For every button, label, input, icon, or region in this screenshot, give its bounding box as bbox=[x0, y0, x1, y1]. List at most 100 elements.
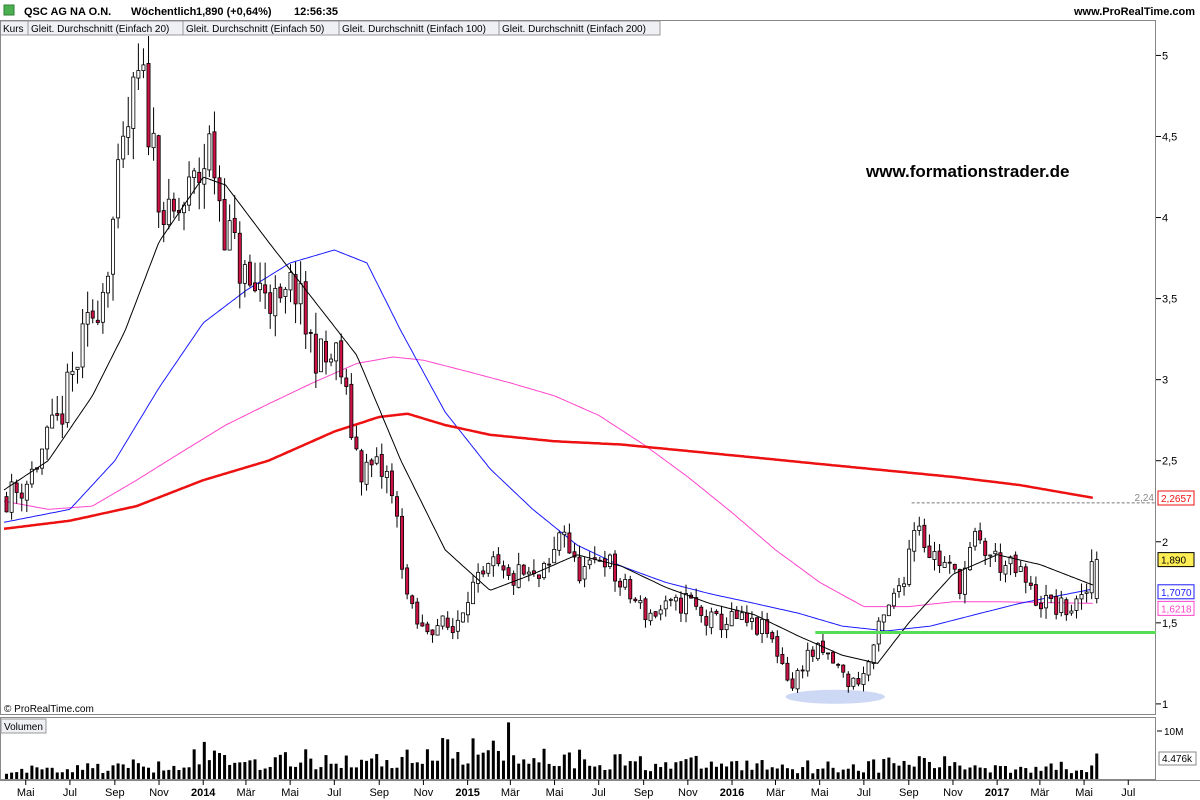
volume-bar bbox=[785, 768, 789, 779]
candle-body bbox=[4, 496, 9, 513]
volume-bar bbox=[932, 768, 936, 779]
volume-bar bbox=[613, 754, 617, 779]
volume-bar bbox=[552, 765, 556, 779]
volume-bar bbox=[638, 756, 642, 779]
volume-bar bbox=[385, 760, 389, 779]
legend-ma100[interactable]: Gleit. Durchschnitt (Einfach 100) bbox=[342, 24, 486, 35]
volume-bar bbox=[694, 755, 698, 779]
volume-bar bbox=[344, 755, 348, 779]
candle-body bbox=[501, 565, 506, 571]
candle-body bbox=[374, 456, 379, 464]
interval-label: Wöchentlich bbox=[131, 6, 197, 18]
candle-body bbox=[80, 323, 85, 368]
candle-body bbox=[912, 530, 917, 552]
volume-bar bbox=[892, 763, 896, 779]
volume-bar bbox=[263, 768, 267, 779]
volume-bar bbox=[791, 769, 795, 779]
legend-price[interactable]: Kurs bbox=[3, 24, 24, 35]
volume-bar bbox=[517, 763, 521, 779]
candle-body bbox=[927, 545, 932, 558]
legend-bar: Kurs Gleit. Durchschnitt (Einfach 20) Gl… bbox=[0, 20, 661, 36]
candle-body bbox=[65, 371, 70, 424]
volume-bar bbox=[471, 738, 475, 779]
candle-body bbox=[866, 661, 871, 676]
candle-body bbox=[339, 340, 344, 378]
candle-body bbox=[445, 617, 450, 628]
volume-bar bbox=[258, 769, 262, 779]
candle-body bbox=[131, 76, 136, 129]
y-tick-label: 2 bbox=[1162, 537, 1168, 549]
volume-bar bbox=[1029, 772, 1033, 779]
volume-bar bbox=[101, 772, 105, 779]
candle-body bbox=[95, 319, 100, 323]
legend-ma200[interactable]: Gleit. Durchschnitt (Einfach 200) bbox=[502, 24, 646, 35]
watermark: www.formationstrader.de bbox=[865, 162, 1069, 181]
volume-bar bbox=[136, 763, 140, 779]
candle-body bbox=[9, 481, 14, 513]
candle-body bbox=[410, 595, 415, 605]
volume-bar bbox=[182, 767, 186, 779]
candle-body bbox=[222, 198, 227, 251]
candle-body bbox=[765, 619, 770, 634]
candle-body bbox=[810, 649, 815, 657]
volume-bar bbox=[76, 765, 80, 779]
candle-body bbox=[582, 566, 587, 580]
volume-bar bbox=[882, 759, 886, 779]
volume-bar bbox=[1014, 769, 1018, 779]
volume-bar bbox=[801, 767, 805, 779]
x-tick-label: Sep bbox=[634, 787, 654, 799]
volume-bar bbox=[1044, 766, 1048, 779]
candle-body bbox=[1084, 591, 1089, 594]
volume-bar bbox=[202, 741, 206, 779]
candle-body bbox=[1059, 597, 1064, 613]
volume-bar bbox=[496, 750, 500, 779]
volume-bar bbox=[273, 757, 277, 779]
ma50-value: 1,7070 bbox=[1161, 588, 1192, 599]
volume-bar bbox=[623, 765, 627, 779]
candle-body bbox=[105, 275, 110, 294]
candle-body bbox=[694, 597, 699, 607]
candle-body bbox=[744, 612, 749, 623]
candle-body bbox=[511, 573, 516, 586]
volume-bar bbox=[96, 763, 100, 779]
volume-bar bbox=[55, 772, 59, 779]
volume-bar bbox=[243, 762, 247, 779]
volume-bar bbox=[436, 760, 440, 779]
candle-body bbox=[952, 563, 957, 570]
candle-body bbox=[552, 549, 557, 564]
candle-body bbox=[471, 581, 476, 605]
volume-bar bbox=[522, 759, 526, 779]
volume-bar bbox=[993, 765, 997, 779]
ma50-series bbox=[3, 249, 1093, 632]
volume-bar bbox=[654, 763, 658, 779]
candle-body bbox=[851, 677, 856, 687]
volume-bar bbox=[872, 759, 876, 779]
legend-ma50[interactable]: Gleit. Durchschnitt (Einfach 50) bbox=[186, 24, 324, 35]
y-tick-label: 4,5 bbox=[1162, 131, 1177, 143]
candle-body bbox=[242, 264, 247, 284]
candle-body bbox=[886, 604, 891, 617]
price-panel-frame bbox=[0, 20, 1156, 715]
x-tick-label: Jul bbox=[327, 787, 341, 799]
volume-tab[interactable] bbox=[0, 718, 47, 734]
volume-bar bbox=[111, 765, 115, 779]
candle-body bbox=[831, 651, 836, 664]
ma100-line bbox=[3, 356, 1093, 608]
volume-bar bbox=[395, 767, 399, 779]
candle-body bbox=[395, 496, 399, 517]
legend-ma20[interactable]: Gleit. Durchschnitt (Einfach 20) bbox=[31, 24, 169, 35]
volume-bar bbox=[765, 769, 769, 779]
candle-body bbox=[922, 524, 927, 548]
last-price: 1,890 bbox=[1161, 556, 1186, 567]
volume-bar bbox=[218, 753, 222, 779]
candle-body bbox=[192, 170, 197, 179]
volume-bar bbox=[973, 765, 977, 779]
candle-body bbox=[998, 552, 1003, 573]
volume-bar bbox=[938, 767, 942, 779]
volume-bar bbox=[207, 760, 211, 779]
candle-body bbox=[638, 600, 643, 604]
volume-bar bbox=[1054, 769, 1058, 779]
volume-bar bbox=[283, 752, 287, 779]
candle-body bbox=[856, 678, 861, 685]
volume-bar bbox=[365, 760, 369, 779]
